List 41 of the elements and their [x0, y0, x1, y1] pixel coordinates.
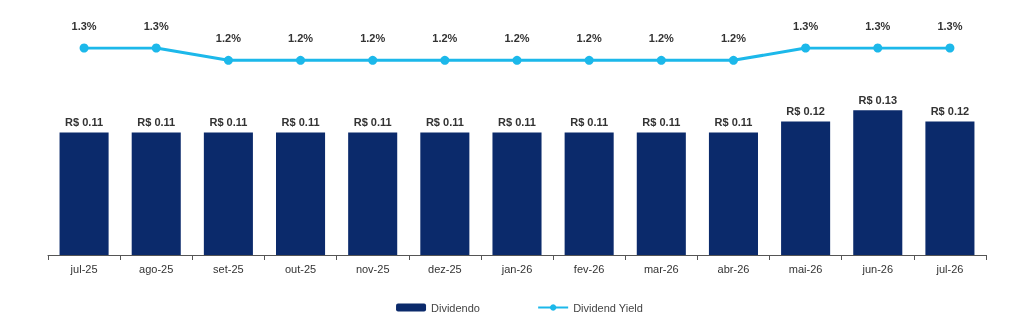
- data-label: 1.2%: [432, 32, 458, 45]
- data-label: R$ 0.11: [209, 116, 248, 129]
- data-label: R$ 0.11: [570, 116, 609, 129]
- x-tick-label: jul-25: [69, 262, 98, 275]
- data-label: 1.2%: [288, 32, 314, 45]
- x-tick-label: abr-26: [717, 262, 750, 275]
- data-label: R$ 0.11: [425, 116, 464, 129]
- data-label: 1.2%: [720, 32, 747, 45]
- data-label: R$ 0.11: [137, 116, 176, 129]
- x-tick-label: nov-25: [355, 262, 390, 275]
- data-label: R$ 0.11: [353, 116, 392, 129]
- data-label: 1.2%: [504, 32, 530, 45]
- data-label: 1.2%: [648, 32, 675, 45]
- x-tick-label: out-25: [284, 262, 317, 275]
- x-tick-label: ago-25: [139, 262, 174, 275]
- data-label: R$ 0.11: [65, 116, 104, 129]
- data-label: 1.2%: [360, 32, 386, 45]
- data-label: R$ 0.11: [281, 116, 320, 129]
- x-tick-label: jul-26: [935, 262, 964, 275]
- data-label: 1.2%: [215, 32, 242, 45]
- x-tick-label: dez-25: [428, 262, 462, 275]
- data-label: R$ 0.12: [786, 104, 825, 117]
- data-label: 1.3%: [71, 20, 97, 32]
- data-label: 1.3%: [865, 20, 891, 32]
- x-tick-label: jun-26: [861, 262, 894, 275]
- data-label: 1.3%: [937, 20, 963, 32]
- x-tick-label: set-25: [213, 262, 244, 275]
- data-label: R$ 0.11: [714, 116, 753, 129]
- data-label: R$ 0.11: [642, 116, 681, 129]
- x-tick-label: mai-26: [788, 262, 823, 275]
- x-tick-label: fev-26: [573, 262, 605, 275]
- data-label: R$ 0.13: [858, 93, 898, 106]
- legend-label: Dividend Yield: [573, 301, 643, 314]
- data-label: 1.2%: [576, 32, 602, 45]
- data-label: R$ 0.12: [930, 104, 970, 117]
- data-label: 1.3%: [143, 20, 169, 32]
- data-label: R$ 0.11: [498, 116, 536, 129]
- legend-label: Dividendo: [431, 301, 480, 314]
- x-tick-label: jan-26: [500, 262, 533, 275]
- data-label: 1.3%: [793, 20, 819, 32]
- x-tick-label: mar-26: [643, 262, 679, 275]
